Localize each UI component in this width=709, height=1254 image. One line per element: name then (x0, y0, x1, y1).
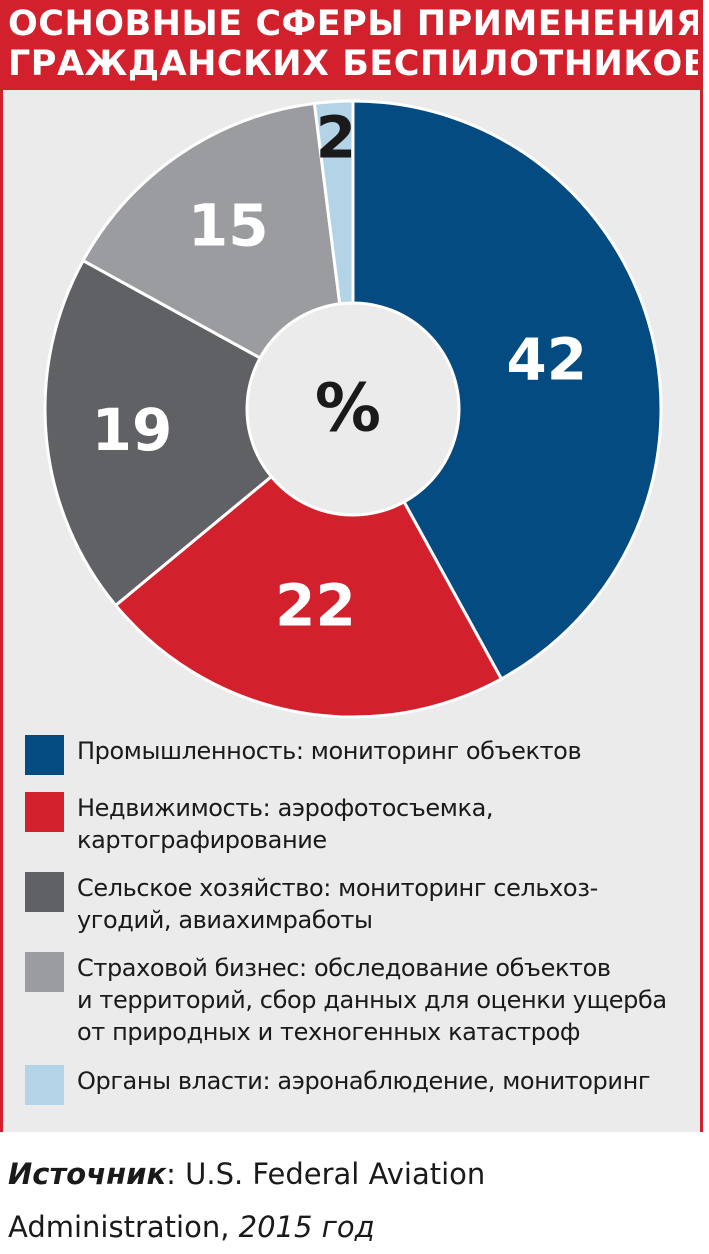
legend-text-line: Страховой бизнес: обследование объектов (77, 954, 611, 982)
pie-slices (43, 99, 663, 719)
chart-title-line-2: ГРАЖДАНСКИХ БЕСПИЛОТНИКОВ (8, 44, 698, 84)
legend-swatch-real-estate (25, 792, 64, 832)
source-text-2: Administration, (8, 1210, 239, 1244)
source-label: Источник (8, 1157, 167, 1191)
legend-text-line: и территорий, сбор данных для оценки уще… (77, 986, 667, 1014)
chart-title-line-1: ОСНОВНЫЕ СФЕРЫ ПРИМЕНЕНИЯ (8, 4, 698, 44)
legend-text-agriculture: Сельское хозяйство: мониторинг сельхоз- … (77, 872, 702, 936)
source-year: 2015 год (238, 1210, 375, 1244)
legend-swatch-government (25, 1065, 64, 1105)
legend-text-line: картографирование (77, 826, 327, 854)
legend-text-real-estate: Недвижимость: аэрофотосъемка, картографи… (77, 792, 702, 856)
pie-center-percent-label: % (315, 370, 381, 447)
legend-text-line: от природных и техногенных катастроф (77, 1018, 580, 1046)
legend-text-government: Органы власти: аэронаблюдение, мониторин… (77, 1065, 702, 1097)
source-line-2: Administration, 2015 год (8, 1201, 698, 1254)
legend-swatch-industry (25, 735, 64, 775)
pie-center-hole (245, 301, 461, 517)
legend-swatch-agriculture (25, 872, 64, 912)
legend-text-industry: Промышленность: мониторинг объектов (77, 735, 702, 767)
pie-label-agriculture: 19 (92, 396, 173, 464)
pie-label-industry: 42 (506, 325, 587, 393)
pie-slice-real-estate (114, 407, 503, 719)
legend-swatch-insurance (25, 952, 64, 992)
title-bar: ОСНОВНЫЕ СФЕРЫ ПРИМЕНЕНИЯ ГРАЖДАНСКИХ БЕ… (0, 0, 703, 90)
pie-label-insurance: 15 (188, 191, 269, 259)
legend-text-line: Сельское хозяйство: мониторинг сельхоз- (77, 874, 598, 902)
pie-slice-agriculture (43, 259, 355, 607)
pie-label-real-estate: 22 (275, 571, 356, 639)
pie-value-labels: 42 22 19 15 2 (92, 104, 587, 640)
source-line-1: Источник: U.S. Federal Aviation (8, 1148, 698, 1201)
legend-text-line: угодий, авиахимработы (77, 906, 373, 934)
legend-text-insurance: Страховой бизнес: обследование объектов … (77, 952, 702, 1048)
source-note: Источник: U.S. Federal Aviation Administ… (8, 1148, 698, 1254)
legend-text-line: Недвижимость: аэрофотосъемка, (77, 794, 494, 822)
legend-text-line: Органы власти: аэронаблюдение, мониторин… (77, 1067, 651, 1095)
source-separator: : (166, 1157, 186, 1191)
pie-chart: % 42 22 19 15 2 (43, 99, 663, 719)
pie-label-government: 2 (316, 104, 356, 172)
legend-text-line: Промышленность: мониторинг объектов (77, 737, 582, 765)
source-text-1: U.S. Federal Aviation (185, 1157, 486, 1191)
pie-slice-industry (351, 99, 663, 681)
